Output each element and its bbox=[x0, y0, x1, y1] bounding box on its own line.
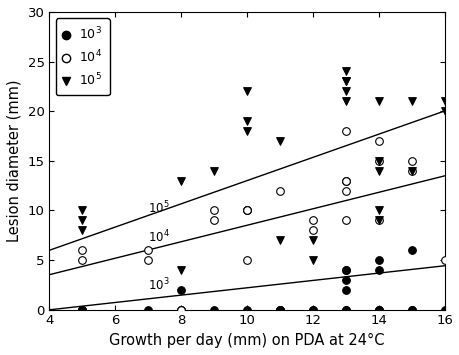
Point bbox=[374, 158, 381, 164]
Point bbox=[440, 307, 448, 312]
Point bbox=[341, 98, 349, 104]
Point bbox=[144, 257, 151, 263]
Point bbox=[308, 307, 316, 312]
Point bbox=[407, 168, 414, 174]
Point bbox=[78, 247, 86, 253]
Point bbox=[341, 78, 349, 84]
Point bbox=[341, 188, 349, 193]
Point bbox=[374, 158, 381, 164]
Text: 10$^3$: 10$^3$ bbox=[148, 277, 169, 293]
Point bbox=[243, 128, 250, 134]
Point bbox=[440, 257, 448, 263]
Point bbox=[374, 307, 381, 312]
Point bbox=[407, 307, 414, 312]
Point bbox=[243, 208, 250, 213]
Point bbox=[210, 307, 217, 312]
Point bbox=[210, 168, 217, 174]
Y-axis label: Lesion diameter (mm): Lesion diameter (mm) bbox=[7, 80, 22, 242]
Point bbox=[374, 218, 381, 223]
Point bbox=[276, 307, 283, 312]
Point bbox=[341, 218, 349, 223]
Point bbox=[243, 118, 250, 124]
Point bbox=[374, 218, 381, 223]
Point bbox=[308, 228, 316, 233]
Point bbox=[440, 108, 448, 114]
Point bbox=[210, 218, 217, 223]
Point bbox=[276, 307, 283, 312]
Point bbox=[177, 307, 185, 312]
Text: 10$^5$: 10$^5$ bbox=[148, 200, 169, 217]
Point bbox=[341, 267, 349, 273]
Legend: 10$^3$, 10$^4$, 10$^5$: 10$^3$, 10$^4$, 10$^5$ bbox=[56, 18, 110, 95]
Point bbox=[341, 178, 349, 184]
Point bbox=[374, 98, 381, 104]
Point bbox=[276, 237, 283, 243]
Point bbox=[243, 307, 250, 312]
Point bbox=[374, 257, 381, 263]
Point bbox=[177, 307, 185, 312]
Point bbox=[407, 158, 414, 164]
Point bbox=[407, 247, 414, 253]
Point bbox=[78, 257, 86, 263]
Point bbox=[341, 287, 349, 293]
Point bbox=[341, 88, 349, 94]
Point bbox=[374, 168, 381, 174]
Text: 10$^4$: 10$^4$ bbox=[148, 229, 170, 246]
Point bbox=[78, 208, 86, 213]
Point bbox=[341, 128, 349, 134]
Point bbox=[177, 178, 185, 184]
Point bbox=[341, 267, 349, 273]
Point bbox=[308, 257, 316, 263]
Point bbox=[374, 267, 381, 273]
Point bbox=[243, 208, 250, 213]
Point bbox=[177, 287, 185, 293]
Point bbox=[78, 218, 86, 223]
Point bbox=[276, 307, 283, 312]
Point bbox=[243, 88, 250, 94]
Point bbox=[308, 307, 316, 312]
Point bbox=[374, 307, 381, 312]
Point bbox=[78, 307, 86, 312]
X-axis label: Growth per day (mm) on PDA at 24°C: Growth per day (mm) on PDA at 24°C bbox=[109, 333, 384, 348]
Point bbox=[308, 218, 316, 223]
Point bbox=[78, 228, 86, 233]
Point bbox=[341, 178, 349, 184]
Point bbox=[276, 138, 283, 144]
Point bbox=[407, 307, 414, 312]
Point bbox=[341, 307, 349, 312]
Point bbox=[276, 188, 283, 193]
Point bbox=[341, 78, 349, 84]
Point bbox=[440, 98, 448, 104]
Point bbox=[407, 168, 414, 174]
Point bbox=[243, 208, 250, 213]
Point bbox=[374, 138, 381, 144]
Point bbox=[177, 267, 185, 273]
Point bbox=[144, 247, 151, 253]
Point bbox=[341, 307, 349, 312]
Point bbox=[144, 307, 151, 312]
Point bbox=[407, 98, 414, 104]
Point bbox=[276, 307, 283, 312]
Point bbox=[78, 307, 86, 312]
Point bbox=[374, 307, 381, 312]
Point bbox=[78, 307, 86, 312]
Point bbox=[177, 307, 185, 312]
Point bbox=[210, 208, 217, 213]
Point bbox=[341, 277, 349, 283]
Point bbox=[78, 307, 86, 312]
Point bbox=[374, 208, 381, 213]
Point bbox=[341, 69, 349, 74]
Point bbox=[308, 237, 316, 243]
Point bbox=[243, 257, 250, 263]
